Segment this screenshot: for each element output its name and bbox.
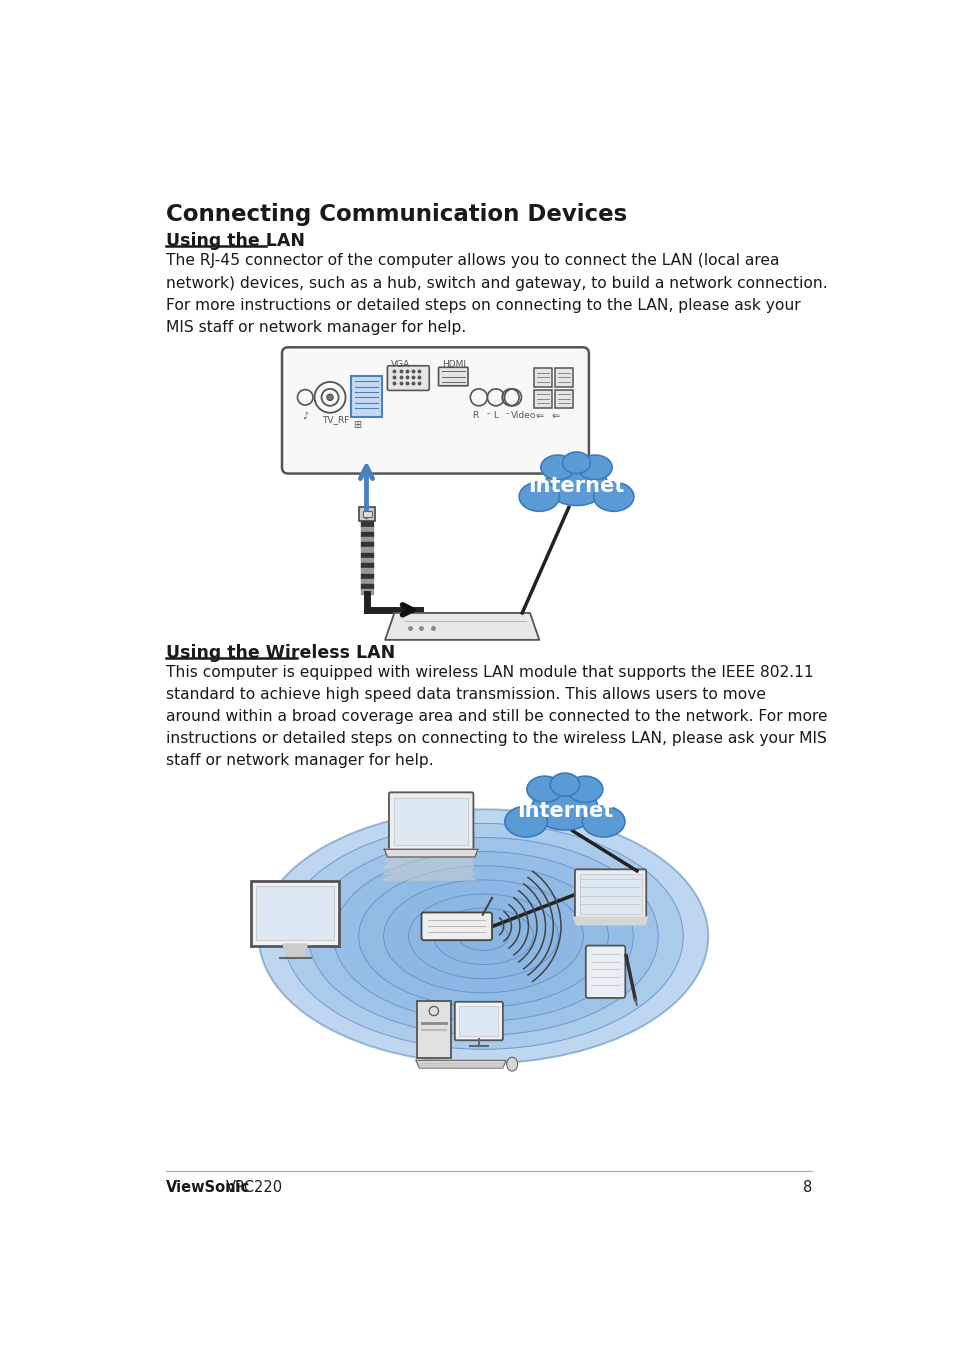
Ellipse shape [545, 463, 607, 505]
Text: L: L [493, 412, 498, 420]
Ellipse shape [504, 806, 547, 837]
FancyBboxPatch shape [256, 887, 334, 940]
Polygon shape [416, 1060, 505, 1068]
FancyBboxPatch shape [421, 913, 492, 940]
Text: 8: 8 [802, 1181, 811, 1196]
Ellipse shape [383, 880, 583, 992]
Ellipse shape [258, 810, 707, 1063]
FancyBboxPatch shape [555, 368, 573, 386]
Text: Internet: Internet [528, 475, 624, 496]
Ellipse shape [334, 852, 633, 1021]
Ellipse shape [562, 452, 590, 474]
FancyBboxPatch shape [555, 390, 573, 408]
Polygon shape [385, 857, 473, 861]
Text: Video: Video [510, 412, 536, 420]
Text: This computer is equipped with wireless LAN module that supports the IEEE 802.11: This computer is equipped with wireless … [166, 665, 826, 768]
Ellipse shape [578, 455, 612, 479]
FancyBboxPatch shape [387, 366, 429, 390]
Polygon shape [381, 876, 476, 880]
Ellipse shape [258, 810, 707, 1063]
FancyBboxPatch shape [416, 1001, 451, 1057]
Text: Using the Wireless LAN: Using the Wireless LAN [166, 643, 395, 662]
Ellipse shape [593, 482, 633, 512]
Text: The RJ-45 connector of the computer allows you to connect the LAN (local area
ne: The RJ-45 connector of the computer allo… [166, 253, 826, 334]
FancyBboxPatch shape [575, 869, 645, 918]
Text: ⇐: ⇐ [535, 412, 543, 421]
FancyBboxPatch shape [534, 368, 552, 386]
Ellipse shape [581, 806, 624, 837]
Text: HDMI: HDMI [442, 360, 466, 368]
Polygon shape [384, 864, 473, 868]
Text: -: - [505, 409, 508, 418]
Ellipse shape [526, 776, 562, 803]
FancyBboxPatch shape [579, 873, 641, 914]
Text: VPC220: VPC220 [226, 1181, 283, 1196]
Polygon shape [382, 869, 475, 873]
Text: ViewSonic: ViewSonic [166, 1181, 250, 1196]
Ellipse shape [550, 773, 579, 796]
Ellipse shape [567, 776, 602, 803]
Text: Connecting Communication Devices: Connecting Communication Devices [166, 203, 626, 226]
Text: Using the LAN: Using the LAN [166, 232, 304, 249]
FancyBboxPatch shape [282, 347, 588, 474]
FancyBboxPatch shape [251, 881, 339, 945]
Ellipse shape [532, 785, 598, 830]
FancyBboxPatch shape [459, 1006, 497, 1036]
FancyBboxPatch shape [362, 510, 372, 517]
Circle shape [327, 394, 333, 401]
FancyBboxPatch shape [351, 376, 381, 417]
Polygon shape [573, 917, 647, 925]
Text: Internet: Internet [517, 800, 613, 821]
FancyBboxPatch shape [359, 508, 375, 521]
Ellipse shape [358, 865, 608, 1007]
Text: -: - [486, 409, 489, 418]
Ellipse shape [309, 838, 658, 1036]
FancyBboxPatch shape [389, 792, 473, 850]
Ellipse shape [283, 823, 682, 1049]
Polygon shape [384, 849, 477, 857]
Ellipse shape [408, 894, 558, 979]
Text: R: R [472, 412, 477, 420]
Ellipse shape [433, 909, 533, 964]
Text: VGA: VGA [390, 360, 410, 368]
Polygon shape [385, 613, 538, 640]
Text: ⇐: ⇐ [551, 412, 559, 421]
Ellipse shape [518, 482, 558, 512]
FancyBboxPatch shape [585, 945, 624, 998]
FancyBboxPatch shape [438, 367, 468, 386]
Text: ♪: ♪ [302, 412, 308, 421]
Polygon shape [282, 944, 307, 957]
Text: ⊞: ⊞ [353, 420, 361, 429]
Ellipse shape [506, 1057, 517, 1071]
Ellipse shape [540, 455, 575, 479]
FancyBboxPatch shape [534, 390, 552, 408]
FancyBboxPatch shape [455, 1002, 502, 1040]
FancyBboxPatch shape [394, 798, 468, 845]
Text: TV_RF: TV_RF [322, 416, 350, 424]
